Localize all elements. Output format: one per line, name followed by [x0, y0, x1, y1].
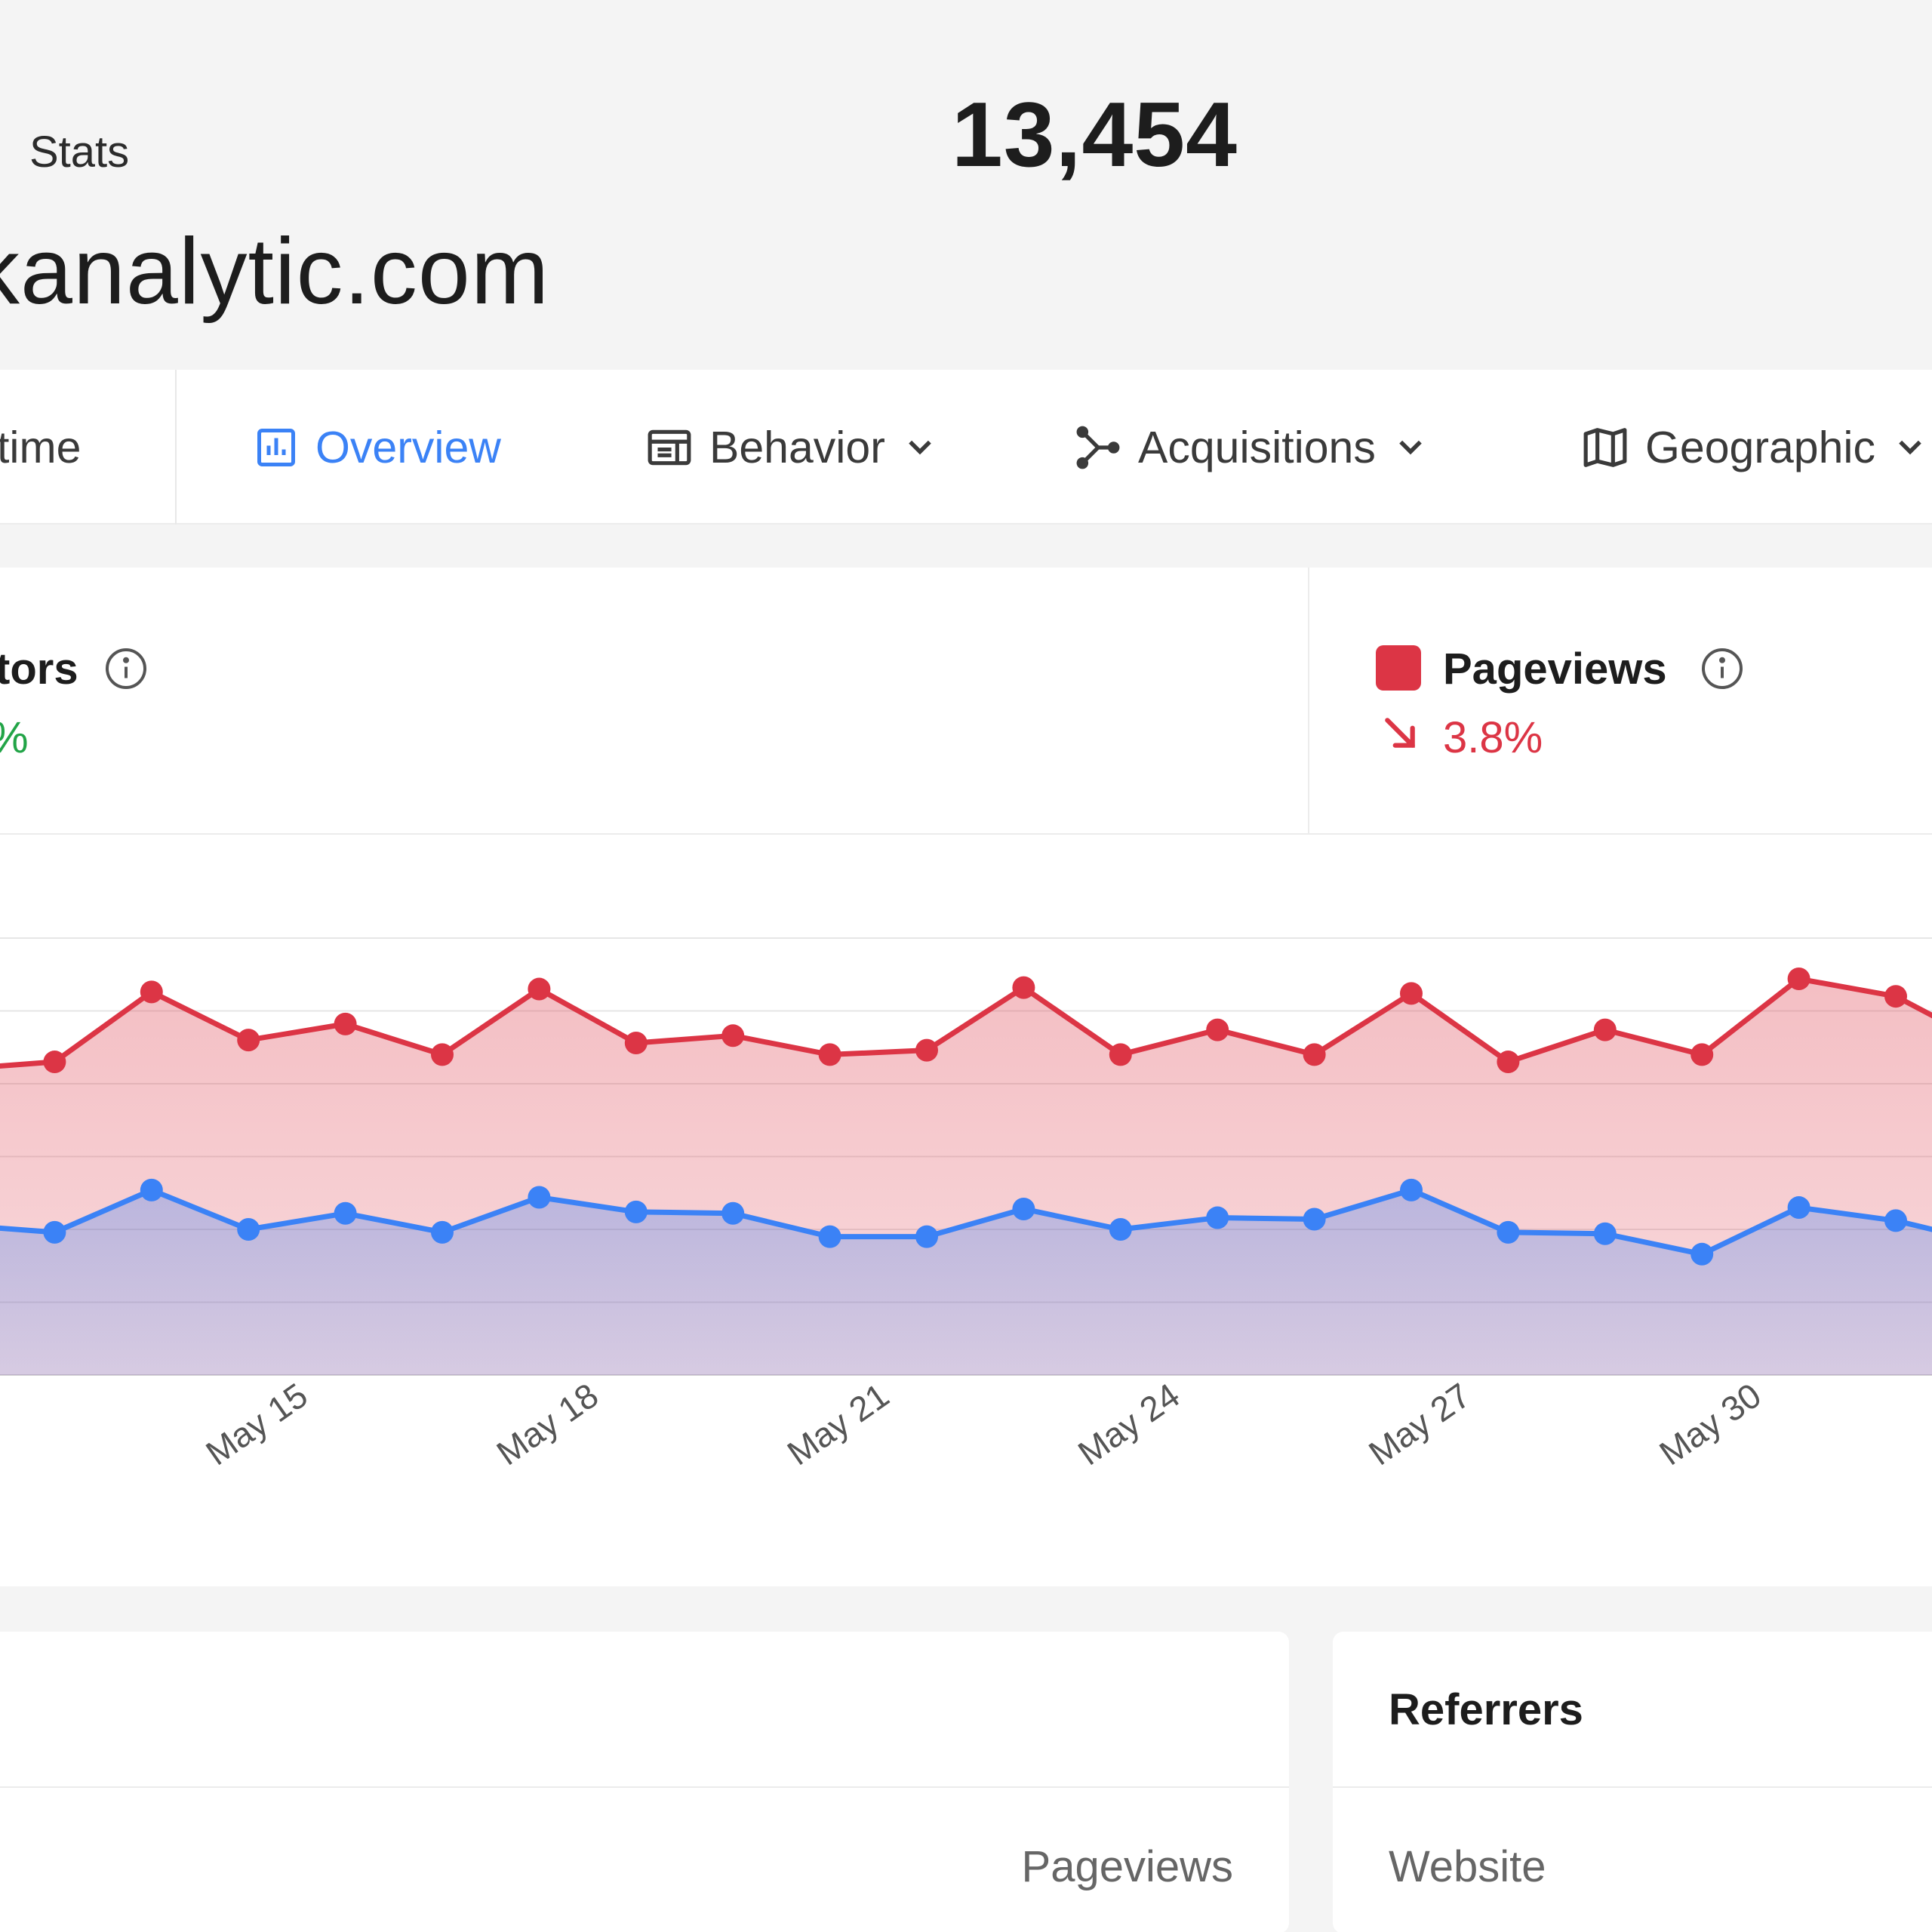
series-line: [0, 1187, 1932, 1257]
data-point: [528, 977, 551, 1001]
data-point: [818, 1043, 841, 1066]
tab-acquisitions[interactable]: Acquisitions: [1075, 370, 1427, 525]
data-point: [624, 1031, 648, 1054]
data-point: [1012, 1197, 1035, 1220]
referrers-title: Referrers: [1389, 1685, 1583, 1734]
website-column-header[interactable]: Website: [1389, 1842, 1546, 1891]
divider: [0, 1786, 1289, 1788]
divider: [0, 833, 1932, 835]
x-tick-label: May 27: [1361, 1375, 1477, 1472]
x-tick-label: May 15: [198, 1375, 314, 1472]
map-icon: [1583, 427, 1627, 467]
tab-label: Overview: [315, 422, 501, 472]
x-tick-label: May 24: [1071, 1375, 1186, 1472]
pageviews-label: Pageviews: [1443, 645, 1667, 694]
data-point: [1787, 968, 1810, 991]
data-point: [721, 1024, 745, 1048]
data-point: [1400, 982, 1423, 1005]
series-area: [0, 1189, 1932, 1375]
visitors-label: tors: [0, 645, 78, 694]
data-point: [1400, 1178, 1423, 1201]
visitors-value: 13,454: [951, 83, 1238, 186]
data-point: [1109, 1218, 1132, 1241]
data-point: [818, 1225, 841, 1248]
browser-window-icon: [648, 429, 691, 465]
data-point: [43, 1220, 66, 1244]
tab-behavior[interactable]: Behavior: [646, 370, 937, 525]
tab-label: Acquisitions: [1138, 422, 1376, 472]
data-point: [528, 1186, 551, 1209]
series-line: [0, 976, 1932, 1069]
data-point: [1109, 1043, 1132, 1066]
tab-label: time: [0, 422, 82, 472]
data-point: [1593, 1222, 1617, 1245]
info-icon[interactable]: [103, 646, 149, 691]
pageviews-change: 3.8%: [1443, 713, 1543, 762]
data-point: [915, 1038, 938, 1062]
data-point: [334, 1012, 357, 1035]
pageviews-legend-swatch: [1376, 645, 1421, 691]
data-point: [1690, 1043, 1714, 1066]
data-point: [431, 1043, 454, 1066]
divider: [1308, 568, 1309, 833]
tab-divider: [175, 370, 177, 525]
data-point: [140, 980, 163, 1004]
data-point: [1303, 1208, 1326, 1231]
x-tick-label: May 18: [490, 1375, 605, 1472]
visitors-change: %: [0, 712, 29, 763]
tab-label: Behavior: [709, 422, 885, 472]
branch-icon: [1076, 426, 1120, 469]
referrers-panel: Referrers Website: [1333, 1632, 1932, 1932]
data-point: [1497, 1051, 1520, 1074]
arrow-down-right-icon: [1385, 718, 1415, 748]
data-point: [721, 1201, 745, 1225]
data-point: [43, 1051, 66, 1074]
chevron-down-icon: [1399, 440, 1422, 454]
data-point: [237, 1029, 260, 1052]
pages-panel: Pageviews: [0, 1632, 1289, 1932]
chevron-down-icon: [909, 440, 931, 454]
data-point: [1884, 985, 1907, 1008]
data-point: [1497, 1220, 1520, 1244]
data-point: [1206, 1206, 1229, 1229]
x-tick-label: May 21: [780, 1375, 896, 1472]
divider: [1333, 1786, 1932, 1788]
tab-geographic[interactable]: Geographic: [1582, 370, 1927, 525]
data-point: [431, 1220, 454, 1244]
data-point: [1690, 1242, 1714, 1266]
page-title: kanalytic.com: [0, 220, 550, 324]
bar-chart-icon: [257, 428, 295, 466]
tab-realtime[interactable]: time: [0, 370, 81, 525]
breadcrumb[interactable]: Stats: [29, 128, 130, 177]
data-point: [1206, 1018, 1229, 1041]
tab-label: Geographic: [1645, 422, 1876, 472]
pageviews-column-header[interactable]: Pageviews: [1021, 1842, 1233, 1891]
data-point: [334, 1201, 357, 1225]
x-tick-label: May 30: [1652, 1375, 1767, 1472]
data-point: [140, 1178, 163, 1201]
info-icon[interactable]: [1700, 646, 1745, 691]
tab-bar: time Overview Behavior Acquisitions: [0, 370, 1932, 525]
data-point: [237, 1218, 260, 1241]
data-point: [1303, 1043, 1326, 1066]
data-point: [1593, 1018, 1617, 1041]
data-point: [1787, 1196, 1810, 1220]
data-point: [624, 1200, 648, 1223]
tab-overview[interactable]: Overview: [254, 370, 501, 525]
chevron-down-icon: [1899, 440, 1921, 454]
data-point: [1012, 976, 1035, 999]
data-point: [915, 1225, 938, 1248]
data-point: [1884, 1209, 1907, 1232]
